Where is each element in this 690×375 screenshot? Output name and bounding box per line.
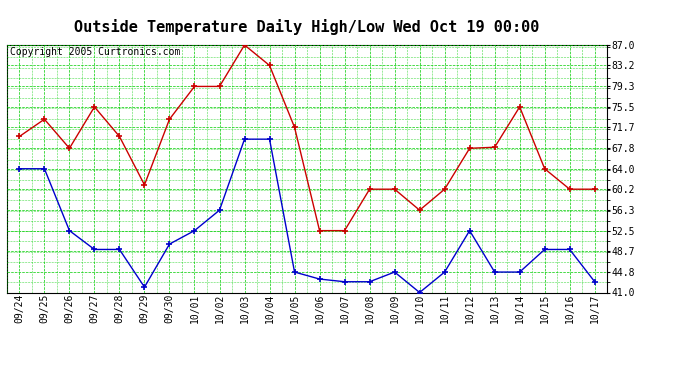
Text: Outside Temperature Daily High/Low Wed Oct 19 00:00: Outside Temperature Daily High/Low Wed O… <box>75 19 540 35</box>
Text: Copyright 2005 Curtronics.com: Copyright 2005 Curtronics.com <box>10 48 180 57</box>
